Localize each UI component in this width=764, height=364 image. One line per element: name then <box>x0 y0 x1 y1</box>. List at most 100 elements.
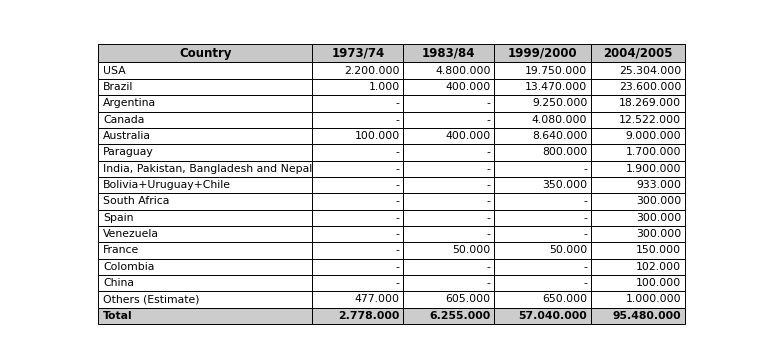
Bar <box>312 258 403 275</box>
Bar <box>99 177 312 193</box>
Text: 9.250.000: 9.250.000 <box>532 98 588 108</box>
Text: -: - <box>487 229 490 239</box>
Bar <box>312 177 403 193</box>
Text: 1999/2000: 1999/2000 <box>508 47 578 60</box>
Text: -: - <box>487 197 490 206</box>
Text: 95.480.000: 95.480.000 <box>613 311 681 321</box>
Bar <box>403 144 494 161</box>
Text: 650.000: 650.000 <box>542 294 588 304</box>
Bar <box>591 210 685 226</box>
Text: 400.000: 400.000 <box>445 82 490 92</box>
Bar <box>591 161 685 177</box>
Text: -: - <box>487 98 490 108</box>
Text: 477.000: 477.000 <box>354 294 400 304</box>
Bar <box>312 193 403 210</box>
Bar <box>591 177 685 193</box>
Bar <box>99 193 312 210</box>
Bar <box>403 161 494 177</box>
Text: 4.080.000: 4.080.000 <box>532 115 588 125</box>
Text: Colombia: Colombia <box>103 262 154 272</box>
Bar <box>99 111 312 128</box>
Text: 150.000: 150.000 <box>636 245 681 256</box>
Text: 50.000: 50.000 <box>452 245 490 256</box>
Bar <box>99 226 312 242</box>
Text: 1.000: 1.000 <box>368 82 400 92</box>
Bar <box>99 275 312 291</box>
Bar <box>99 79 312 95</box>
Bar <box>403 226 494 242</box>
Bar <box>312 95 403 111</box>
Bar <box>403 79 494 95</box>
Bar <box>99 63 312 79</box>
Text: 13.470.000: 13.470.000 <box>525 82 588 92</box>
Text: -: - <box>487 164 490 174</box>
Bar <box>403 291 494 308</box>
Bar <box>591 63 685 79</box>
Text: -: - <box>584 197 588 206</box>
Bar <box>494 291 591 308</box>
Bar <box>312 226 403 242</box>
Text: 800.000: 800.000 <box>542 147 588 157</box>
Bar <box>403 95 494 111</box>
Text: 350.000: 350.000 <box>542 180 588 190</box>
Text: -: - <box>396 115 400 125</box>
Bar <box>312 63 403 79</box>
Bar <box>494 177 591 193</box>
Bar <box>591 79 685 95</box>
Bar <box>591 308 685 324</box>
Bar <box>494 111 591 128</box>
Text: -: - <box>584 262 588 272</box>
Bar <box>312 44 403 63</box>
Text: 300.000: 300.000 <box>636 197 681 206</box>
Text: Bolivia+Uruguay+Chile: Bolivia+Uruguay+Chile <box>103 180 231 190</box>
Bar <box>591 193 685 210</box>
Bar <box>494 275 591 291</box>
Bar <box>591 144 685 161</box>
Text: 100.000: 100.000 <box>354 131 400 141</box>
Bar <box>591 111 685 128</box>
Bar <box>99 144 312 161</box>
Bar <box>99 258 312 275</box>
Bar <box>591 226 685 242</box>
Bar <box>403 275 494 291</box>
Text: 23.600.000: 23.600.000 <box>619 82 681 92</box>
Bar <box>494 161 591 177</box>
Bar <box>403 258 494 275</box>
Text: -: - <box>487 180 490 190</box>
Bar <box>403 63 494 79</box>
Text: France: France <box>103 245 140 256</box>
Text: -: - <box>584 164 588 174</box>
Bar <box>494 210 591 226</box>
Text: -: - <box>396 213 400 223</box>
Text: -: - <box>396 98 400 108</box>
Bar <box>403 177 494 193</box>
Text: -: - <box>396 245 400 256</box>
Text: 100.000: 100.000 <box>636 278 681 288</box>
Text: -: - <box>584 213 588 223</box>
Text: 25.304.000: 25.304.000 <box>619 66 681 76</box>
Text: -: - <box>396 164 400 174</box>
Text: -: - <box>487 262 490 272</box>
Bar <box>312 291 403 308</box>
Bar <box>99 161 312 177</box>
Text: 9.000.000: 9.000.000 <box>626 131 681 141</box>
Text: 2004/2005: 2004/2005 <box>603 47 672 60</box>
Text: 19.750.000: 19.750.000 <box>525 66 588 76</box>
Bar <box>312 161 403 177</box>
Bar <box>99 210 312 226</box>
Text: -: - <box>396 180 400 190</box>
Text: 1.000.000: 1.000.000 <box>626 294 681 304</box>
Text: 400.000: 400.000 <box>445 131 490 141</box>
Text: 57.040.000: 57.040.000 <box>519 311 588 321</box>
Text: 1.700.000: 1.700.000 <box>626 147 681 157</box>
Bar <box>494 308 591 324</box>
Text: -: - <box>396 229 400 239</box>
Bar <box>494 44 591 63</box>
Text: -: - <box>487 278 490 288</box>
Bar <box>591 95 685 111</box>
Text: -: - <box>396 262 400 272</box>
Text: 300.000: 300.000 <box>636 229 681 239</box>
Bar <box>494 226 591 242</box>
Text: Venezuela: Venezuela <box>103 229 159 239</box>
Bar <box>494 144 591 161</box>
